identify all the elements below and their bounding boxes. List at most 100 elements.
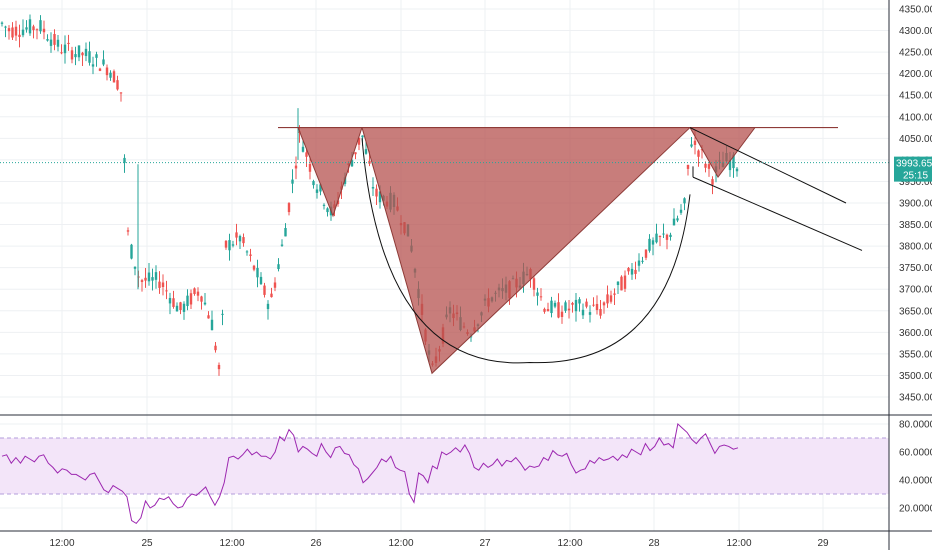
candle-body (84, 48, 88, 57)
pattern-drawings[interactable] (0, 126, 889, 375)
candle-body (21, 29, 25, 36)
rsi-tick-label: 60.0000 (899, 448, 932, 459)
channel-lower-line[interactable] (692, 176, 863, 251)
channel-upper-line[interactable] (689, 127, 847, 204)
rsi-band-fill (0, 438, 889, 494)
price-tick-label: 4200.00 (899, 69, 932, 80)
candle-body (98, 68, 102, 71)
candle-body (732, 154, 735, 169)
candle-body (196, 291, 200, 296)
candle-body (154, 272, 158, 280)
candle-body (532, 278, 536, 290)
candle-body (0, 22, 4, 24)
last-price-label: 3993.65 (896, 159, 932, 170)
candle-body (550, 300, 553, 314)
candle-body (168, 297, 172, 304)
time-tick-label: 25 (141, 538, 153, 549)
candle-body (672, 218, 676, 226)
price-tick-label: 4250.00 (899, 48, 932, 59)
candle-body (49, 39, 53, 46)
time-tick-label: 29 (817, 538, 829, 549)
price-tick-label: 4100.00 (899, 112, 932, 123)
candle-body (536, 292, 539, 296)
candle-body (616, 281, 620, 286)
price-axis[interactable]: 4350.00 4300.00 4250.00 4200.00 4150.00 4100.… (899, 5, 932, 404)
time-tick-label: 12:00 (388, 538, 413, 549)
candle-body (704, 163, 707, 168)
candle-body (116, 80, 119, 90)
candle-body (602, 302, 606, 306)
rsi-axis[interactable]: 80.0000 60.0000 40.0000 20.0000 (899, 420, 932, 515)
candle-body (606, 294, 609, 304)
time-tick-label: 12:00 (557, 538, 582, 549)
price-tick-label: 3450.00 (899, 393, 932, 404)
candle-body (301, 146, 305, 152)
candle-body (648, 238, 651, 251)
candle-body (711, 179, 714, 185)
candle-body (630, 268, 634, 275)
candle-body (543, 308, 546, 312)
candle-body (172, 298, 175, 307)
candle-body (305, 152, 308, 157)
price-tick-label: 4050.00 (899, 134, 932, 145)
candle-body (287, 203, 291, 213)
candle-body (74, 54, 77, 58)
rsi-line-group (1, 423, 739, 525)
price-tick-label: 3800.00 (899, 242, 932, 253)
candle-body (105, 67, 109, 76)
candle-body (686, 164, 690, 169)
candle-body (242, 237, 245, 244)
candle-body (112, 71, 116, 83)
candle-body (623, 275, 627, 289)
candle-body (658, 236, 662, 238)
candle-body (249, 254, 252, 256)
candle-body (18, 34, 21, 37)
candle-body (119, 92, 123, 94)
candle-body (350, 160, 354, 167)
candle-body (697, 150, 700, 157)
candle-body (46, 39, 49, 41)
candle-body (165, 290, 168, 292)
last-price-marker: 3993.65 25:15 (894, 156, 932, 182)
candle-body (567, 308, 571, 311)
main-triangle[interactable] (361, 127, 692, 375)
candle-body (56, 39, 60, 47)
price-tick-label: 3550.00 (899, 349, 932, 360)
last-price-badge (894, 156, 932, 182)
candle-body (63, 44, 67, 54)
candle-body (133, 266, 137, 269)
candle-body (88, 51, 91, 63)
price-tick-label: 4300.00 (899, 26, 932, 37)
candle-body (175, 305, 179, 312)
time-tick-label: 26 (310, 538, 322, 549)
candle-body (7, 28, 11, 32)
rsi-tick-label: 40.0000 (899, 476, 932, 487)
time-tick-label: 12:00 (219, 538, 244, 549)
candle-body (81, 52, 84, 56)
candle-body (578, 299, 581, 304)
candle-body (95, 54, 98, 58)
candle-body (585, 301, 588, 307)
price-tick-label: 3950.00 (899, 177, 932, 188)
rsi-line (1, 423, 739, 525)
candle-body (592, 304, 595, 306)
candle-body (210, 319, 214, 331)
candle-body (182, 303, 186, 312)
candle-body (581, 309, 585, 316)
candle-body (557, 302, 560, 318)
cup-arc[interactable] (361, 138, 691, 364)
candle-body (683, 198, 686, 204)
time-tick-label: 28 (648, 538, 660, 549)
time-axis[interactable]: 12:00 25 12:00 26 12:00 27 12:00 28 12:00 29 (49, 538, 829, 549)
price-tick-label: 4150.00 (899, 91, 932, 102)
candle-body (284, 228, 287, 237)
candle-body (77, 45, 81, 58)
candle-body (595, 303, 599, 311)
handle-triangle[interactable] (689, 127, 756, 179)
candle-body (207, 315, 210, 319)
candle-body (140, 280, 144, 282)
candle-body (375, 188, 378, 197)
candle-body (245, 251, 249, 253)
candle-body (102, 59, 105, 65)
